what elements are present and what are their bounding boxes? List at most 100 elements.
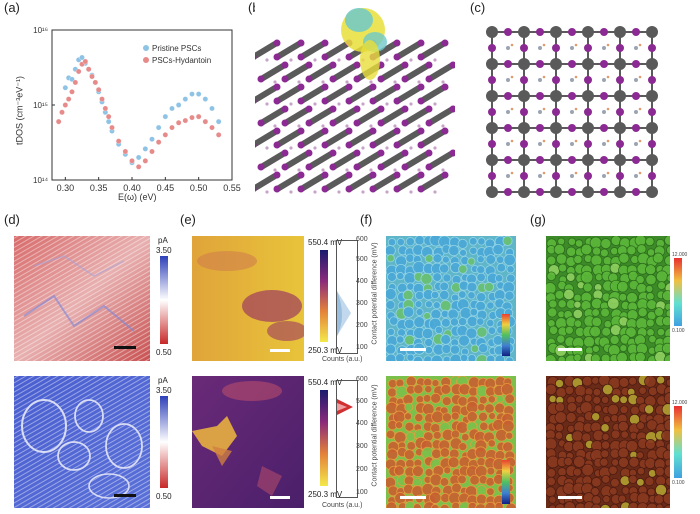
hist-tick: 600	[356, 236, 368, 243]
data-point	[175, 102, 182, 108]
colorbar-e-max: 550.4 mV	[308, 238, 343, 247]
data-point	[69, 89, 75, 95]
x-tick-label: 0.50	[190, 183, 208, 193]
data-point	[209, 105, 215, 112]
colorbar-d-unit: pA	[158, 236, 168, 245]
colorbar-f2	[502, 460, 510, 504]
scale-bar	[558, 348, 582, 351]
data-point	[115, 138, 122, 144]
hist-tick: 100	[356, 489, 368, 496]
colorbar-d	[160, 256, 168, 344]
data-point	[105, 118, 112, 125]
data-point	[142, 158, 149, 164]
data-point	[202, 118, 209, 125]
colorbar-g-hi: 12.000	[672, 252, 688, 258]
colorbar-g2	[674, 406, 682, 478]
colorbar-e-min: 250.3 mV	[308, 346, 343, 355]
legend-marker	[143, 45, 149, 51]
colorbar-d-max: 3.50	[156, 246, 172, 255]
hist-tick: 200	[356, 466, 368, 473]
x-tick-label: 0.45	[157, 183, 175, 193]
hist-tick: 600	[356, 376, 368, 383]
data-point	[169, 124, 175, 131]
data-point	[195, 91, 202, 97]
colorbar-e2	[320, 390, 328, 486]
scale-bar	[400, 496, 426, 499]
data-point	[189, 91, 195, 97]
data-point	[99, 96, 105, 102]
scale-bar	[270, 496, 290, 499]
hist-tick: 300	[356, 443, 368, 450]
hist-tick: 300	[356, 300, 368, 307]
colorbar-e2-max: 550.4 mV	[308, 378, 343, 387]
perovskite-slab-structure	[255, 0, 455, 205]
data-point	[65, 96, 72, 102]
data-point	[135, 164, 142, 170]
data-point	[92, 79, 99, 86]
data-point	[202, 96, 209, 102]
cpd-histogram-pristine	[336, 240, 358, 354]
tdos-chart: 0.30 0.35 0.40 0.45 0.50 0.55 10¹⁴ 10¹⁵ 10¹⁶ Pris…	[0, 18, 245, 203]
hist-xlabel-2: Counts (a.u.)	[322, 502, 363, 509]
panel-label-a: (a)	[4, 0, 20, 15]
hist-tick: 500	[356, 256, 368, 263]
data-point	[209, 124, 215, 131]
colorbar-e	[320, 250, 328, 342]
hist-tick: 500	[356, 398, 368, 405]
kpfm-map-hydantoin	[192, 376, 304, 508]
pl-map-hydantoin	[386, 376, 516, 508]
data-point	[149, 148, 155, 155]
colorbar-g-lo: 0.100	[672, 328, 685, 334]
data-point	[215, 118, 222, 125]
colorbar-d2	[160, 396, 168, 488]
data-point	[62, 84, 69, 91]
data-point	[215, 132, 222, 138]
colorbar-f	[502, 314, 510, 356]
kpfm-map-pristine	[192, 236, 304, 361]
data-point	[182, 96, 189, 102]
data-point	[59, 109, 65, 116]
peak-map-pristine	[546, 236, 670, 361]
hist-tick: 400	[356, 278, 368, 285]
panel-label-f: (f)	[360, 212, 373, 227]
chart-xlabel: E(ω) (eV)	[118, 192, 157, 202]
data-point	[169, 105, 175, 112]
data-point	[79, 54, 85, 61]
current-map-hydantoin	[14, 376, 150, 508]
colorbar-d2-max: 3.50	[156, 386, 172, 395]
peak-map-hydantoin	[546, 376, 670, 508]
data-point	[85, 66, 92, 72]
hist-tick: 200	[356, 322, 368, 329]
colorbar-g2-hi: 12.000	[672, 400, 688, 406]
data-point	[72, 79, 79, 86]
x-tick-label: 0.30	[57, 183, 75, 193]
data-point	[105, 113, 112, 120]
hist-tick: 400	[356, 420, 368, 427]
cpd-histogram-hydantoin	[336, 380, 358, 498]
x-tick-label: 0.35	[90, 183, 108, 193]
colorbar-d2-min: 0.50	[156, 492, 172, 501]
panel-label-d: (d)	[4, 212, 20, 227]
tdos-chart-svg: 0.30 0.35 0.40 0.45 0.50 0.55 10¹⁴ 10¹⁵ 10¹⁶ Pris…	[33, 26, 241, 193]
data-point	[182, 117, 189, 124]
data-point	[89, 73, 95, 80]
colorbar-d2-unit: pA	[158, 376, 168, 385]
data-point	[129, 158, 135, 164]
colorbar-d-min: 0.50	[156, 348, 172, 357]
panel-label-c: (c)	[470, 0, 486, 15]
chart-ylabel: tDOS (cm⁻³eV⁻¹)	[14, 76, 25, 145]
data-point	[75, 68, 82, 75]
data-point	[55, 118, 62, 125]
x-tick-label: 0.55	[223, 183, 241, 193]
y-tick-label: 10¹⁶	[33, 26, 48, 35]
legend-marker	[143, 57, 149, 63]
legend-label: Pristine PSCs	[152, 44, 201, 53]
x-tick-label: 0.40	[123, 183, 141, 193]
data-point	[155, 139, 162, 145]
data-point	[175, 119, 182, 126]
data-point	[149, 136, 155, 142]
scale-bar	[400, 348, 426, 351]
scale-bar	[114, 346, 136, 349]
perovskite-lattice-topview	[478, 18, 688, 203]
panel-label-e: (e)	[180, 212, 196, 227]
